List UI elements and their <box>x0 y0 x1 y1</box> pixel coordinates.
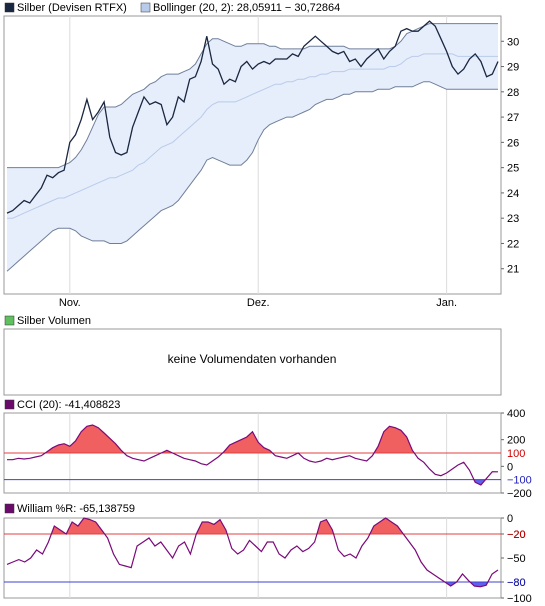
williams-y-tick-label: −100 <box>507 593 532 605</box>
bollinger-band-fill <box>7 23 498 272</box>
price-y-tick-label: 22 <box>507 238 519 250</box>
price-x-ticks: Nov. Dez. Jan. <box>59 297 457 309</box>
williams-area-group <box>4 517 501 588</box>
bollinger-legend-label: Bollinger (20, 2): 28,05911 − 30,72864 <box>153 2 340 14</box>
volume-empty-message: keine Volumendaten vorhanden <box>168 352 337 366</box>
price-y-tick-label: 25 <box>507 163 519 175</box>
williams-level-label: −80 <box>507 577 526 589</box>
cci-area-group <box>4 424 501 486</box>
price-y-tick-label: 24 <box>507 188 519 200</box>
cci-line <box>7 424 499 486</box>
price-y-tick-label: 29 <box>507 62 519 74</box>
williams-y-tick-label: −20 <box>507 529 526 541</box>
cci-y-tick-label: −200 <box>507 488 532 500</box>
price-y-tick-label: 26 <box>507 137 519 149</box>
price-y-tick-label: 30 <box>507 36 519 48</box>
cci-legend-swatch <box>4 399 15 410</box>
williams-legend-swatch <box>4 503 15 514</box>
cci-legend-label: CCI (20): -41,408823 <box>17 399 120 411</box>
williams-y-tick-label: 0 <box>507 513 513 525</box>
price-x-tick-label: Nov. <box>59 297 81 309</box>
williams-overbought-fill <box>7 518 498 534</box>
williams-legend-label: William %R: -65,138759 <box>17 503 135 515</box>
cci-level-label: 100 <box>507 448 525 460</box>
cci-y-tick-label: 0 <box>507 461 513 473</box>
bollinger-band <box>7 23 498 272</box>
williams-line <box>6 517 499 588</box>
price-line <box>6 20 499 214</box>
price-y-tick-label: 27 <box>507 112 519 124</box>
bollinger-legend-swatch <box>140 2 151 13</box>
volume-legend-swatch <box>4 315 15 326</box>
williams-y-tick-label: −80 <box>507 577 526 589</box>
williams-y-tick-label: −50 <box>507 553 526 565</box>
price-x-tick-label: Dez. <box>247 297 270 309</box>
volume-legend-label: Silber Volumen <box>17 315 91 327</box>
cci-level-label: −100 <box>507 475 532 487</box>
volume-panel-frame <box>3 328 502 396</box>
price-series-group <box>6 20 499 272</box>
cci-y-tick-label: 400 <box>507 408 525 420</box>
cci-y-tick-label: 200 <box>507 435 525 447</box>
price-legend-label: Silber (Devisen RTFX) <box>17 2 127 14</box>
williams-y-ticks: 0−20−50−80−100−20−80 <box>501 513 532 605</box>
williams-level-label: −20 <box>507 529 526 541</box>
cci-y-ticks: 400 200 0 −200 100 −100 <box>501 408 532 500</box>
price-y-tick-label: 21 <box>507 264 519 276</box>
price-x-tick-label: Jan. <box>436 297 457 309</box>
bollinger-lower-line <box>6 81 498 272</box>
bollinger-middle-line <box>7 53 498 219</box>
cci-overbought-fill <box>7 425 498 453</box>
price-y-tick-label: 23 <box>507 213 519 225</box>
bollinger-upper-line <box>7 23 498 169</box>
price-y-ticks: 21 22 23 24 25 26 27 28 29 30 <box>501 36 519 276</box>
price-y-tick-label: 28 <box>507 87 519 99</box>
price-legend-swatch <box>4 2 15 13</box>
